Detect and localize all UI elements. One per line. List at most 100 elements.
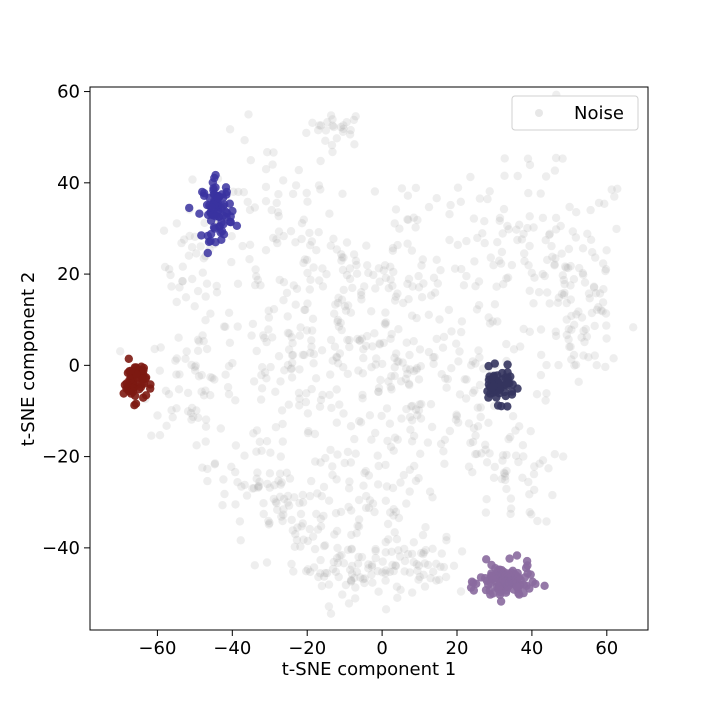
data-point [395, 224, 404, 233]
data-point [329, 234, 338, 243]
data-point [594, 303, 603, 312]
data-point [407, 246, 417, 255]
data-point [511, 451, 521, 460]
data-point [351, 112, 360, 121]
data-point [139, 366, 148, 375]
data-point [197, 387, 206, 396]
data-point [434, 575, 444, 584]
data-point [367, 363, 376, 372]
data-point [309, 263, 318, 272]
data-point [355, 336, 364, 345]
data-point [601, 266, 610, 276]
data-point [571, 233, 581, 242]
data-point [340, 302, 350, 311]
data-point [175, 283, 184, 292]
data-point [378, 557, 387, 566]
data-point [354, 552, 363, 562]
data-point [227, 257, 236, 267]
data-point [272, 235, 281, 244]
data-point [390, 371, 399, 381]
data-point [247, 331, 256, 340]
data-point [317, 581, 327, 591]
data-point [182, 347, 191, 356]
data-point [373, 451, 382, 460]
data-point [333, 543, 342, 553]
data-point [564, 335, 573, 344]
data-point [424, 347, 434, 357]
data-point [239, 188, 248, 197]
data-point [562, 263, 571, 272]
data-point [227, 232, 236, 241]
data-point [402, 364, 411, 373]
data-point [249, 377, 259, 386]
data-point [490, 300, 500, 309]
data-point [466, 172, 475, 182]
data-point [291, 530, 300, 539]
data-point [351, 583, 360, 592]
data-point [193, 346, 203, 355]
data-point [167, 406, 176, 415]
data-point [330, 530, 339, 539]
data-point [249, 484, 259, 493]
data-point [345, 130, 355, 139]
data-point [551, 254, 560, 263]
data-point [403, 215, 412, 224]
data-point [497, 247, 507, 257]
data-point [332, 134, 341, 143]
data-point [332, 385, 341, 394]
data-point [382, 404, 392, 413]
data-point [289, 567, 298, 576]
data-point [296, 542, 305, 551]
series-noise [116, 90, 638, 618]
data-point [523, 223, 532, 233]
data-point [489, 261, 498, 270]
data-point [392, 582, 402, 591]
data-point [256, 281, 265, 290]
data-point [529, 223, 538, 232]
data-point [375, 277, 384, 286]
data-point [403, 369, 412, 378]
data-point [502, 339, 511, 349]
data-point [364, 268, 373, 278]
data-point [227, 462, 236, 471]
data-point [400, 556, 410, 566]
data-point [389, 267, 398, 277]
data-point [302, 128, 311, 138]
data-point [415, 400, 424, 409]
data-point [378, 359, 387, 369]
data-point [469, 424, 479, 433]
data-point [297, 234, 306, 244]
data-point [469, 586, 478, 595]
data-point [314, 228, 323, 237]
data-point [533, 516, 542, 526]
data-point [475, 353, 484, 362]
data-point [499, 468, 509, 477]
data-point [341, 580, 351, 590]
data-point [354, 522, 364, 531]
data-point [357, 552, 367, 562]
data-point [416, 362, 425, 371]
data-point [486, 253, 495, 262]
data-point [558, 271, 567, 280]
data-point [263, 479, 272, 489]
data-point [530, 273, 539, 282]
data-point [339, 363, 348, 372]
data-point [211, 212, 220, 221]
data-point [358, 574, 368, 584]
data-point [404, 379, 414, 388]
data-point [307, 476, 316, 486]
data-point [203, 464, 212, 474]
data-point [405, 465, 415, 474]
data-point [407, 311, 417, 320]
data-point [155, 366, 164, 375]
data-point [381, 566, 391, 575]
data-point [402, 499, 411, 508]
data-point [333, 558, 343, 568]
data-point [191, 361, 200, 370]
data-point [433, 279, 442, 288]
data-point [210, 375, 219, 384]
data-point [200, 218, 209, 228]
data-point [468, 357, 477, 366]
x-tick-label: −60 [138, 638, 176, 659]
data-point [307, 384, 316, 394]
